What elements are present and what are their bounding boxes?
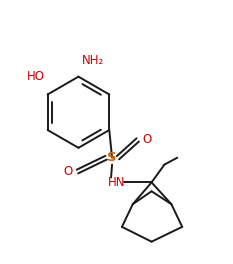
Text: NH₂: NH₂ — [81, 54, 104, 67]
Text: S: S — [107, 151, 117, 164]
Text: HN: HN — [108, 176, 126, 189]
Text: O: O — [63, 165, 72, 178]
Text: O: O — [143, 133, 152, 147]
Text: HO: HO — [27, 70, 45, 83]
